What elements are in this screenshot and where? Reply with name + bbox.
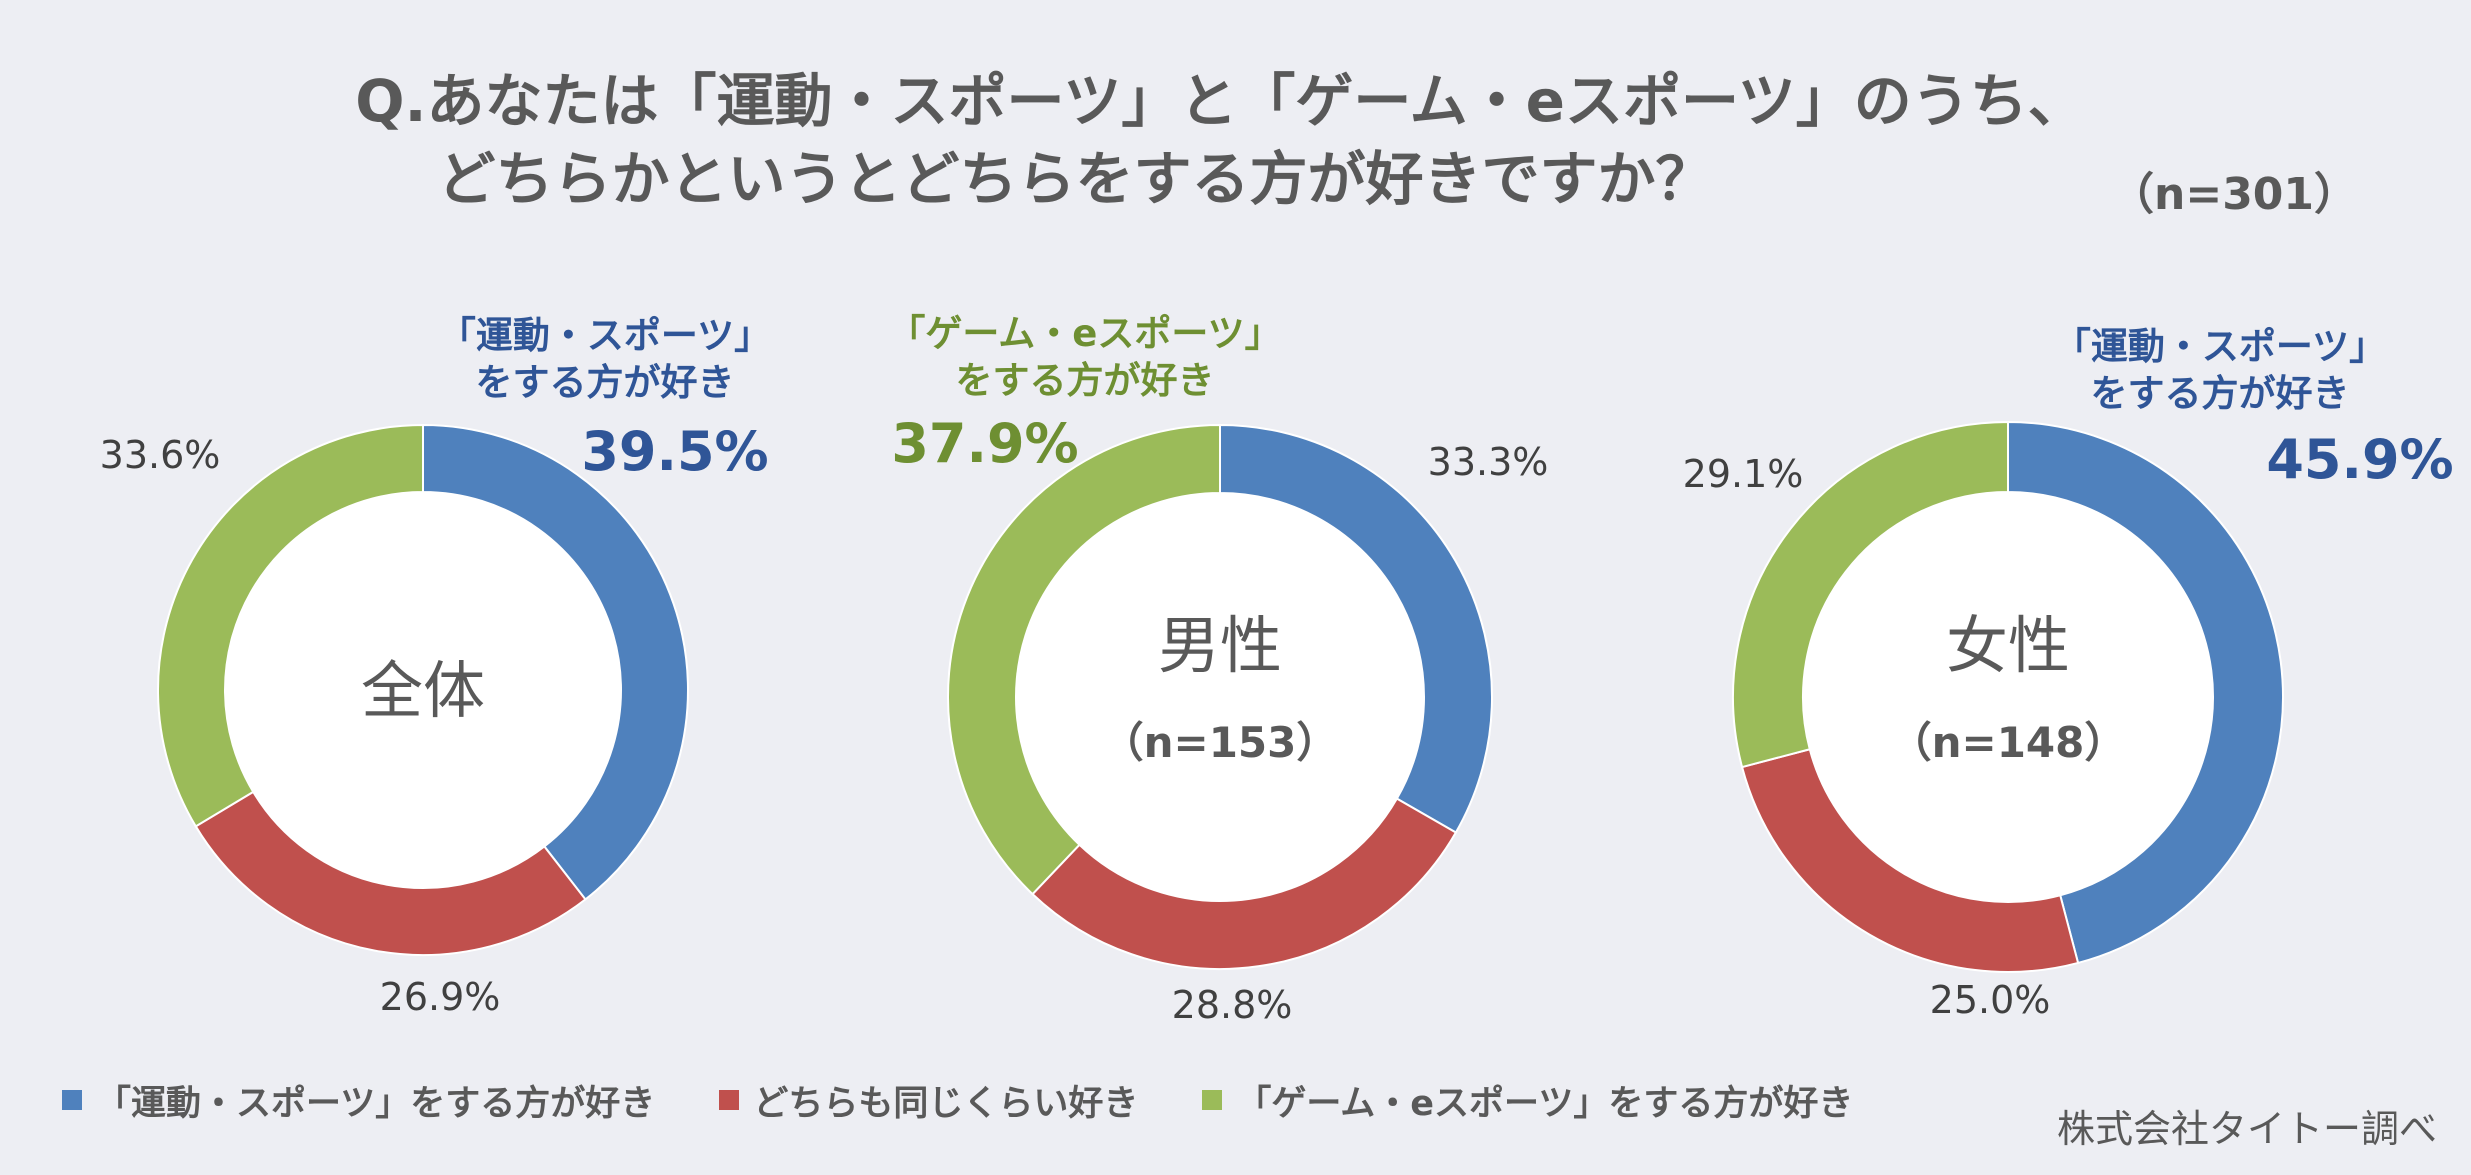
donut-2-slice-sports [2007,420,2284,965]
donut-2-label-same: 25.0% [1930,978,2051,1022]
donut-0-center-label: 全体 [361,654,485,727]
legend-label-game: 「ゲーム・eスポーツ」をする方が好き [1236,1083,1854,1124]
donut-1-sub-label: （n=153） [1102,718,1339,767]
donut-1-highlight-title-2: をする方が好き [956,359,1215,402]
title-line-2: どちらかというとどちらをする方が好きですか？ [437,145,1714,213]
donut-2-sub-label: （n=148） [1890,718,2127,767]
sample-size: （n=301） [2110,169,2359,220]
donut-0-hole [225,492,621,888]
legend-label-sports: 「運動・スポーツ」をする方が好き [96,1083,656,1124]
legend: 「運動・スポーツ」をする方が好き どちらも同じくらい好き 「ゲーム・eスポーツ」… [62,1080,1917,1124]
donut-2-label-game: 29.1% [1683,452,1804,496]
donut-2-center-label: 女性 [1946,609,2070,682]
source-note: 株式会社タイトー調べ [2056,1107,2437,1151]
donut-2-highlight-title-2: をする方が好き [2091,372,2350,415]
legend-swatch-same [719,1090,740,1110]
legend-label-same: どちらも同じくらい好き [753,1083,1139,1124]
donut-2-highlight-value: 45.9% [2266,428,2453,491]
donut-0-highlight-value: 39.5% [581,420,768,483]
donut-2-highlight-title-1: 「運動・スポーツ」 [2054,325,2386,368]
donut-1-center-label: 男性 [1158,609,1282,682]
legend-item-same: どちらも同じくらい好き [719,1075,1138,1126]
donut-1-highlight-title-1: 「ゲーム・eスポーツ」 [888,312,1281,355]
donut-1-hole [1016,493,1424,901]
legend-swatch-sports [62,1090,82,1110]
donut-0-highlight-title-2: をする方が好き [476,361,735,404]
donut-1-label-same: 28.8% [1172,983,1293,1027]
legend-item-game: 「ゲーム・eスポーツ」をする方が好き [1202,1075,1853,1126]
title-line-1: Q.あなたは「運動・スポーツ」と「ゲーム・eスポーツ」のうち、 [355,67,2086,135]
donut-0-highlight-title-1: 「運動・スポーツ」 [439,314,771,357]
donut-2-hole [1803,492,2213,902]
legend-swatch-game [1202,1090,1223,1110]
donut-1-label-sports: 33.3% [1428,440,1549,484]
chart-title: Q.あなたは「運動・スポーツ」と「ゲーム・eスポーツ」のうち、 どちらかというと… [0,62,2471,218]
legend-item-sports: 「運動・スポーツ」をする方が好き [62,1075,655,1126]
donut-1-highlight-value: 37.9% [891,412,1078,475]
donut-0-label-game: 33.6% [100,433,221,477]
donut-0-label-same: 26.9% [380,975,501,1019]
